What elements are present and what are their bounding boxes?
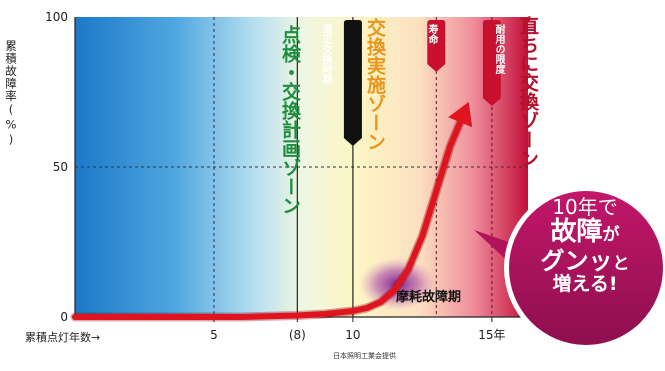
curve-line [72,110,468,320]
y-tick-label-0: 0 [60,310,68,324]
y-tick-label-1: 50 [53,160,68,174]
bubble-line-2b: が [602,225,620,246]
x-axis-label: 累積点灯年数→ [25,331,101,344]
y-tick-label-2: 100 [45,10,68,24]
curve-arrowhead [448,101,473,128]
bubble-line-3a: グンッ [540,246,613,275]
zone-label-inspection: 点検・交換計画ゾーン [279,25,301,215]
bubble-line-3: グンッと [510,246,660,275]
callout-bubble [509,191,663,345]
wear-annotation: 摩耗故障期 [396,290,462,305]
source-note: 日本照明工業会提供 [333,352,396,360]
zone-label-replacement: 交換実施ゾーン [364,18,386,151]
marker-tag-0 [343,20,362,146]
x-tick-label-0: 5 [210,328,218,342]
marker-tag-1 [427,20,446,72]
y-axis-label: 累積故障率(%) [4,40,18,148]
marker-label-durability: 耐用の限度 [493,24,504,74]
bubble-line-1: 10年で [552,195,618,219]
plot-background [75,17,528,317]
x-tick-label-3: 15年 [478,328,505,342]
marker-tag-2 [482,20,501,106]
bubble-line-2: 故障が [510,218,660,247]
bubble-line-3b: と [612,253,630,274]
marker-label-lifespan: 寿命 [426,24,437,44]
zone-label-immediate: 直ちに交換ゾーン [517,16,539,168]
marker-label-optimal: 適正交換時期 [320,24,331,84]
callout-bubble-text: 10年で 故障が グンッと 増える! [510,196,660,296]
bubble-line-2a: 故障 [550,217,603,248]
x-tick-label-2: 10 [345,328,360,342]
x-tick-label-1: (8) [289,328,306,342]
bubble-line-4: 増える! [552,273,618,296]
